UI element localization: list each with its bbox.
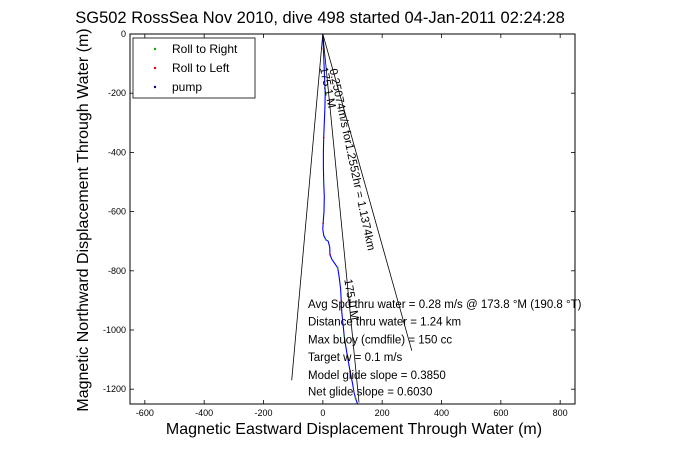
y-tick-label: -1200 [103,384,126,394]
roll-marker [349,370,352,373]
roll-marker [354,397,357,399]
x-tick-label: -400 [195,408,213,418]
y-tick-label: -200 [108,88,126,98]
heading-reference-line-3 [291,33,324,381]
roll-marker [336,266,339,269]
roll-marker [322,136,325,139]
x-tick-label: -600 [136,408,154,418]
roll-marker [329,253,331,256]
legend: Roll to Right Roll to Left pump [132,37,256,99]
x-tick-label: 400 [434,408,449,418]
x-axis-label: Magnetic Eastward Displacement Through W… [166,421,542,438]
y-tick-label: -1000 [103,325,126,335]
annotation-line: Avg Spd thru water = 0.28 m/s @ 173.8 °M… [308,299,582,311]
y-tick-label: -400 [108,147,126,157]
x-tick-label: 600 [493,408,508,418]
y-axis-ticks: 0 -200 -400 -600 -800 -1000 -1200 [103,29,575,394]
heading-reference-line-2 [322,33,360,403]
annotation-line: Max buoy (cmdfile) = 150 cc [308,334,452,346]
roll-marker [340,299,343,302]
heading-reference-line-1 [322,33,413,351]
roll-marker [324,238,327,241]
annotation-line: Model glide slope = 0.3850 [308,370,446,382]
annotation-line: Distance thru water = 1.24 km [308,317,461,329]
legend-box [132,37,256,99]
x-tick-label: 0 [320,408,325,418]
x-tick-label: -200 [254,408,272,418]
x-tick-label: 800 [553,408,568,418]
legend-label-roll-left: Roll to Left [172,61,230,75]
roll-marker [322,222,325,225]
series-lines [291,33,413,405]
y-tick-label: -600 [108,207,126,217]
annotation-line: Target w = 0.1 m/s [308,352,403,364]
legend-label-pump: pump [172,80,202,94]
legend-marker-roll-left [153,66,157,70]
roll-marker [324,92,327,95]
roll-marker [343,335,346,337]
legend-marker-pump [153,85,157,89]
dive-track-line [322,33,359,405]
x-tick-label: 200 [375,408,390,418]
y-axis-label: Magnetic Northward Displacement Through … [75,28,92,411]
annotation-line: Net glide slope = 0.6030 [308,387,432,399]
annotation-block: Avg Spd thru water = 0.28 m/s @ 173.8 °M… [308,299,582,399]
y-tick-label: -800 [108,266,126,276]
legend-marker-roll-right [153,47,157,51]
roll-marker [322,181,325,183]
legend-label-roll-right: Roll to Right [172,42,238,56]
y-tick-label: 0 [121,29,126,39]
chart-title: SG502 RossSea Nov 2010, dive 498 started… [75,9,565,27]
